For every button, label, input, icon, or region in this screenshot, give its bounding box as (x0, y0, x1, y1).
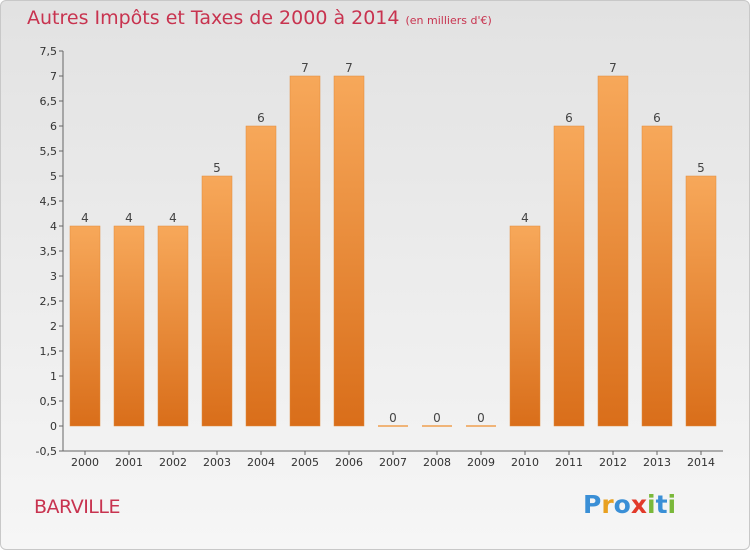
bar (553, 125, 585, 427)
y-tick-label: 1,5 (40, 345, 58, 358)
y-tick-label: 4,5 (40, 195, 58, 208)
data-label: 7 (345, 61, 353, 75)
x-tick-label: 2013 (643, 456, 671, 469)
bar (157, 225, 189, 427)
data-label: 4 (81, 211, 89, 225)
y-tick-label: 7 (50, 70, 57, 83)
y-tick-label: 1 (50, 370, 57, 383)
logo-letter: i (647, 490, 656, 519)
y-tick-label: 5,5 (40, 145, 58, 158)
y-tick-label: 2 (50, 320, 57, 333)
logo-letter: r (601, 490, 614, 519)
x-tick-label: 2001 (115, 456, 143, 469)
chart-unit: (en milliers d'€) (405, 14, 492, 27)
commune-name: BARVILLE (34, 496, 120, 518)
y-tick-label: 3,5 (40, 245, 58, 258)
data-label: 0 (389, 411, 397, 425)
x-tick-label: 2008 (423, 456, 451, 469)
x-tick-label: 2010 (511, 456, 539, 469)
y-tick-label: 2,5 (40, 295, 58, 308)
x-tick-label: 2002 (159, 456, 187, 469)
bar (333, 75, 365, 427)
data-label: 4 (125, 211, 133, 225)
proxiti-logo[interactable]: Proxiti (583, 490, 676, 519)
bar (201, 175, 233, 427)
data-label: 4 (521, 211, 529, 225)
data-label: 5 (697, 161, 705, 175)
x-tick-label: 2005 (291, 456, 319, 469)
y-tick-label: 6 (50, 120, 57, 133)
x-tick-label: 2007 (379, 456, 407, 469)
y-tick-label: 7,5 (40, 45, 58, 58)
y-tick-label: 5 (50, 170, 57, 183)
bar (597, 75, 629, 427)
x-tick-label: 2003 (203, 456, 231, 469)
bar (245, 125, 277, 427)
y-tick-label: -0,5 (36, 445, 57, 458)
x-tick-label: 2014 (687, 456, 715, 469)
logo-letter: i (667, 490, 677, 519)
logo-letter: P (583, 490, 602, 519)
x-tick-label: 2006 (335, 456, 363, 469)
data-label: 0 (477, 411, 485, 425)
x-tick-label: 2004 (247, 456, 275, 469)
data-label: 6 (565, 111, 573, 125)
bar (509, 225, 541, 427)
y-tick-label: 0 (50, 420, 57, 433)
data-label: 6 (257, 111, 265, 125)
y-tick-label: 4 (50, 220, 57, 233)
data-label: 0 (433, 411, 441, 425)
x-tick-label: 2000 (71, 456, 99, 469)
y-tick-label: 3 (50, 270, 57, 283)
bar (641, 125, 673, 427)
bar (69, 225, 101, 427)
data-label: 5 (213, 161, 221, 175)
y-tick-label: 0,5 (40, 395, 58, 408)
y-tick-label: 6,5 (40, 95, 58, 108)
data-label: 4 (169, 211, 177, 225)
logo-letter: x (630, 490, 647, 519)
chart-title-text: Autres Impôts et Taxes de 2000 à 2014 (27, 7, 400, 29)
x-tick-label: 2009 (467, 456, 495, 469)
bar (685, 175, 717, 427)
chart-title: Autres Impôts et Taxes de 2000 à 2014 (en… (27, 7, 492, 29)
data-label: 7 (301, 61, 309, 75)
bar (289, 75, 321, 427)
data-label: 7 (609, 61, 617, 75)
logo-letter: o (613, 490, 631, 519)
bar (113, 225, 145, 427)
x-tick-label: 2011 (555, 456, 583, 469)
data-label: 6 (653, 111, 661, 125)
x-tick-label: 2012 (599, 456, 627, 469)
logo-letter: t (655, 490, 668, 519)
